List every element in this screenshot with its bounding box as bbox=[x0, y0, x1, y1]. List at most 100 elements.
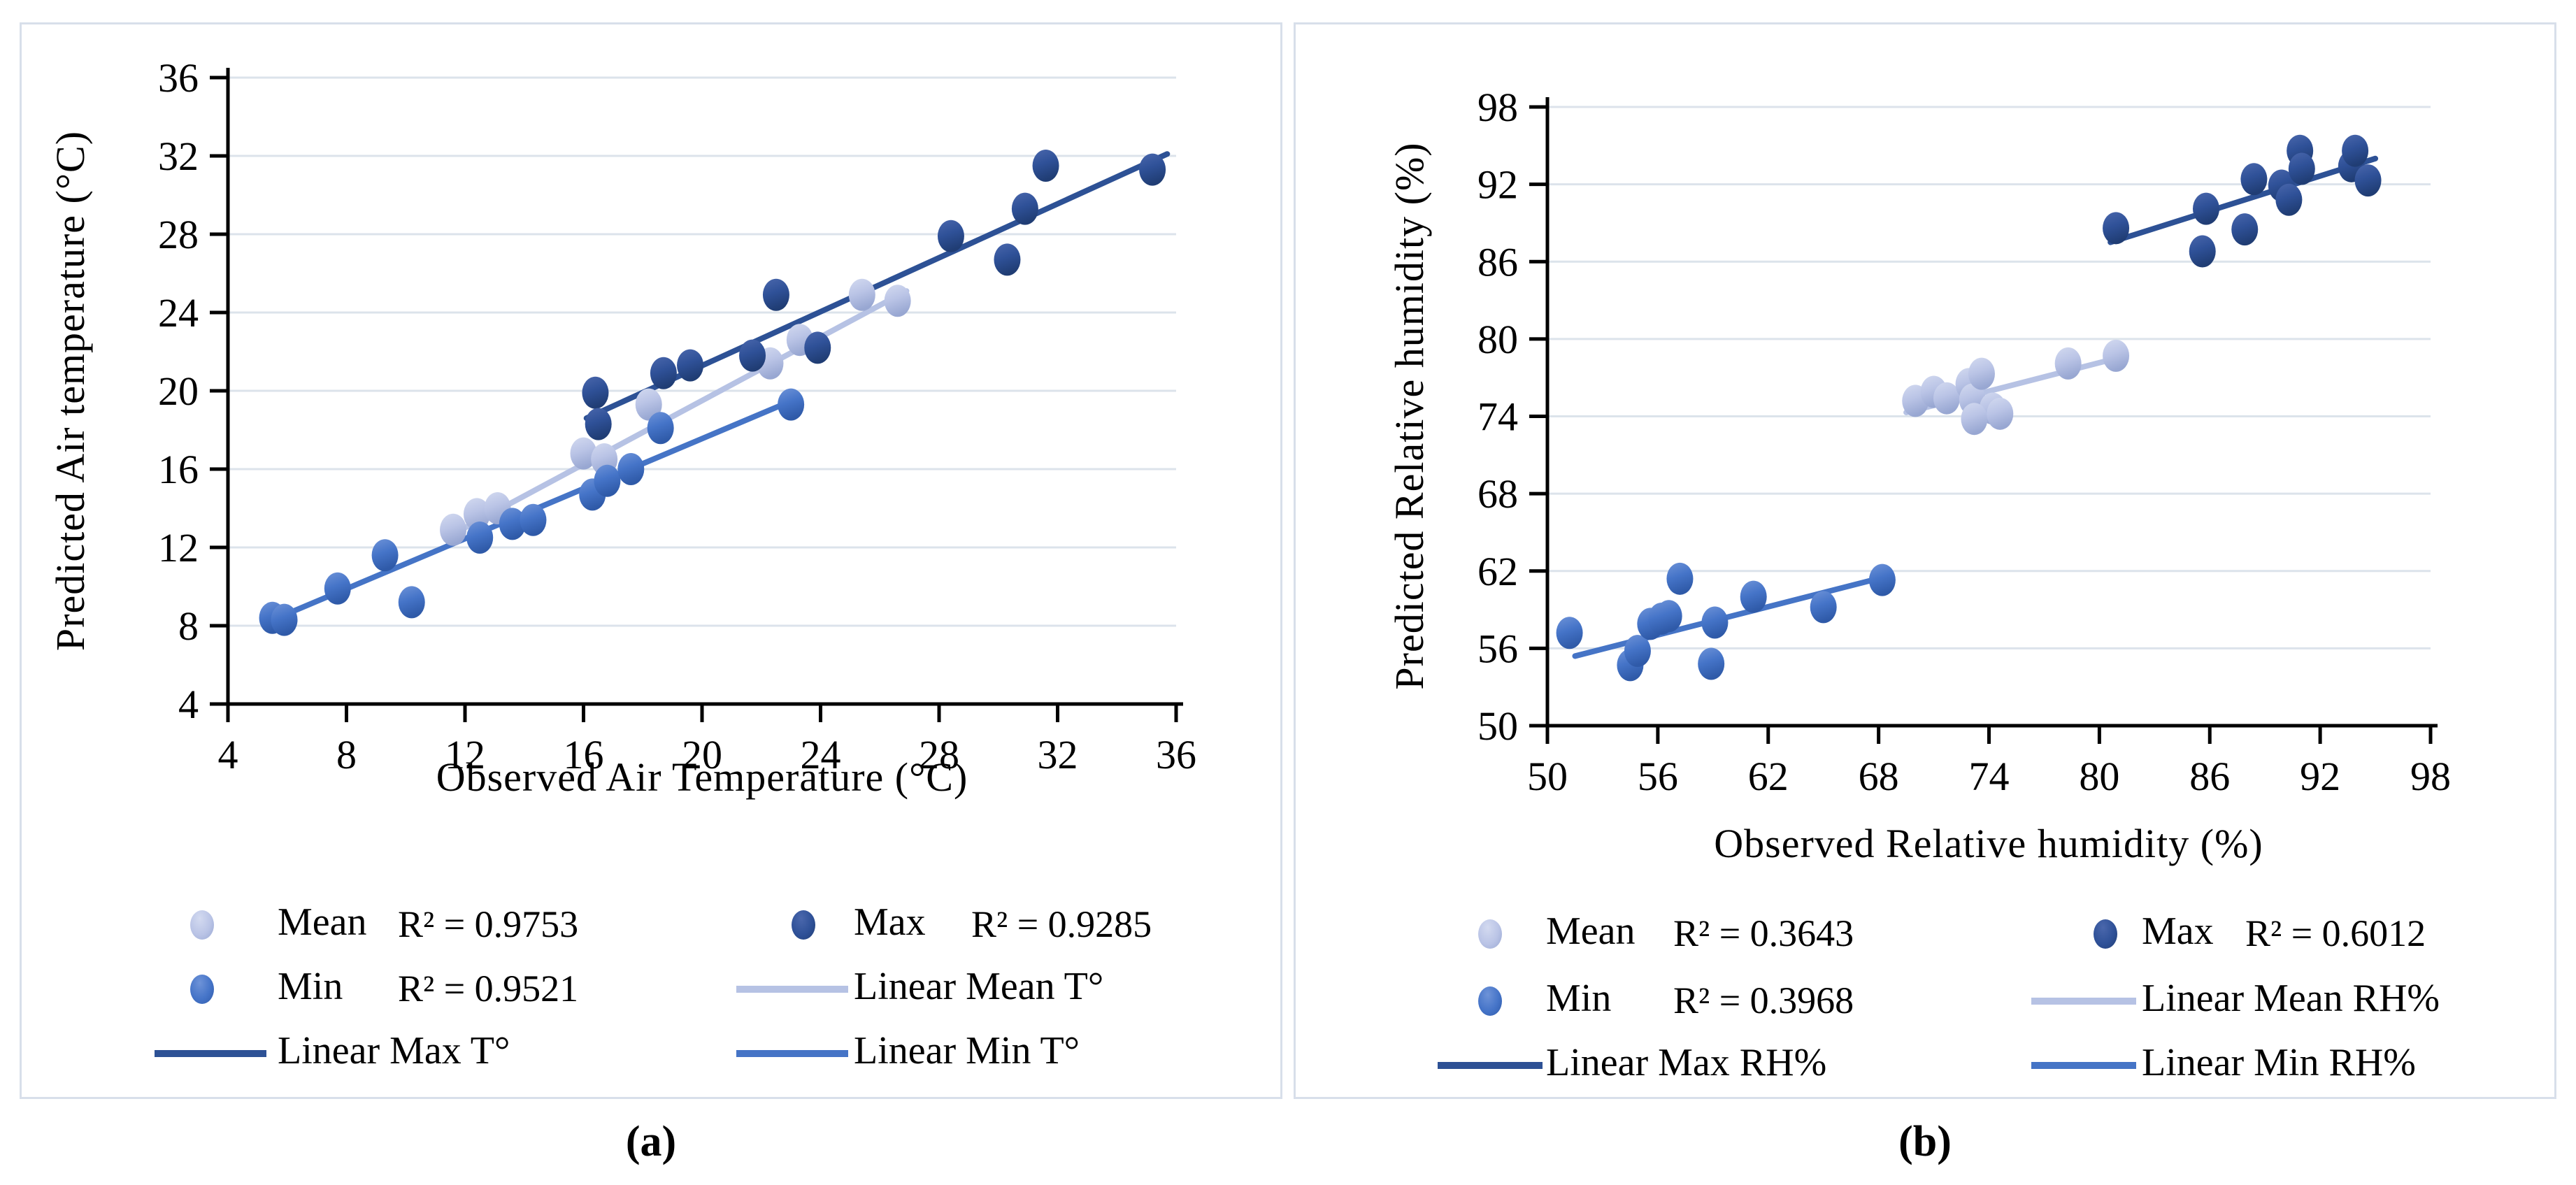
legend-mean-line-swatch bbox=[2031, 998, 2136, 1005]
min-data-point bbox=[1868, 563, 1896, 596]
mean-data-point bbox=[848, 278, 875, 311]
caption-b: (b) bbox=[1898, 1118, 1952, 1165]
legend-label-mean: Mean bbox=[1546, 910, 1636, 953]
y-tick-label: 4 bbox=[178, 682, 199, 727]
chart-a-legend: Mean R² = 0.9753 Max R² = 0.9285 Min R² = 0.9… bbox=[22, 24, 1280, 1097]
legend-label-max: Max bbox=[2142, 910, 2214, 953]
x-tick-label: 62 bbox=[1748, 754, 1789, 799]
r2-label-mean: R² = 0.9753 bbox=[398, 903, 579, 945]
x-tick-label: 32 bbox=[1038, 732, 1078, 777]
chart-b-x-axis-title: Observed Relative humidity (%) bbox=[1714, 821, 2263, 866]
min-data-point bbox=[778, 388, 805, 421]
legend-label-linear-min-rh-: Linear Min RH% bbox=[2142, 1041, 2416, 1084]
min-data-point bbox=[1556, 617, 1583, 649]
x-tick-label: 8 bbox=[336, 732, 357, 777]
y-tick-label: 32 bbox=[158, 134, 199, 179]
panel-a: 4 8 12 16 20 24 28 32 36 4 8 12 16 20 24 28 32 36 Predict… bbox=[20, 22, 1282, 1099]
y-tick-label: 56 bbox=[1477, 626, 1518, 671]
max-data-point bbox=[804, 331, 831, 364]
min-data-point bbox=[324, 572, 351, 605]
x-tick-label: 86 bbox=[2189, 754, 2230, 799]
legend-mean-dot bbox=[1478, 919, 1502, 949]
min-data-point bbox=[1740, 580, 1767, 613]
x-tick-label: 98 bbox=[2410, 754, 2451, 799]
r2-label-max: R² = 0.9285 bbox=[971, 903, 1152, 945]
x-tick-label: 50 bbox=[1527, 754, 1568, 799]
max-data-point bbox=[1011, 192, 1038, 225]
legend-max-line-swatch bbox=[155, 1050, 266, 1057]
mean-data-point bbox=[2103, 339, 2130, 372]
min-data-point bbox=[499, 508, 526, 540]
max-data-point bbox=[994, 243, 1021, 276]
mean-data-point bbox=[1968, 357, 1995, 390]
legend-mean-dot bbox=[190, 910, 214, 940]
mean-data-point bbox=[1961, 403, 1988, 436]
legend-label-min: Min bbox=[278, 965, 343, 1008]
max-data-point bbox=[2189, 235, 2216, 268]
legend-label-linear-max-rh-: Linear Max RH% bbox=[1546, 1041, 1827, 1084]
x-tick-label: 16 bbox=[564, 732, 604, 777]
max-data-point bbox=[1139, 153, 1166, 186]
mean-data-point bbox=[2054, 347, 2082, 380]
min-data-point bbox=[271, 603, 298, 636]
y-tick-label: 28 bbox=[158, 212, 199, 257]
r2-label-min: R² = 0.3968 bbox=[1673, 979, 1854, 1021]
max-data-point bbox=[937, 220, 964, 252]
max-data-point bbox=[1032, 150, 1059, 182]
max-data-point bbox=[739, 339, 766, 372]
x-tick-label: 28 bbox=[919, 732, 959, 777]
min-data-point bbox=[371, 539, 399, 572]
legend-min-line-swatch bbox=[2031, 1062, 2136, 1069]
mean-trendline bbox=[447, 288, 910, 539]
legend-mean-line-swatch bbox=[736, 986, 848, 993]
chart-a-plot: 4 8 12 16 20 24 28 32 36 4 8 12 16 20 24 28 32 36 bbox=[158, 55, 1196, 777]
panel-b: 50 56 62 68 74 80 86 92 98 50 56 62 68 74 80 86 92 98 Pre… bbox=[1294, 22, 2556, 1099]
legend-max-dot bbox=[792, 910, 815, 940]
x-tick-label: 80 bbox=[2079, 754, 2119, 799]
legend-min-dot bbox=[1478, 986, 1502, 1016]
y-tick-label: 74 bbox=[1477, 394, 1518, 440]
r2-label-mean: R² = 0.3643 bbox=[1673, 912, 1854, 954]
legend-min-dot bbox=[190, 975, 214, 1004]
max-data-point bbox=[2192, 192, 2219, 225]
mean-data-point bbox=[440, 513, 467, 546]
min-data-point bbox=[1655, 600, 1682, 633]
x-tick-label: 74 bbox=[1969, 754, 2010, 799]
min-data-point bbox=[1698, 647, 1725, 680]
min-data-point bbox=[594, 464, 621, 497]
max-data-point bbox=[2240, 163, 2268, 196]
min-data-point bbox=[1701, 606, 1729, 639]
y-tick-label: 36 bbox=[158, 55, 199, 101]
y-tick-label: 16 bbox=[158, 447, 199, 492]
legend-max-dot bbox=[2094, 919, 2117, 949]
min-data-point bbox=[1624, 635, 1651, 668]
mean-data-point bbox=[570, 437, 597, 470]
min-data-point bbox=[520, 503, 547, 536]
chart-b-plot: 50 56 62 68 74 80 86 92 98 50 56 62 68 74 80 86 92 98 bbox=[1477, 85, 2451, 799]
max-data-point bbox=[2354, 164, 2382, 197]
max-data-point bbox=[2275, 183, 2303, 216]
min-data-point bbox=[398, 586, 425, 619]
max-data-point bbox=[2103, 212, 2130, 245]
chart-b-legend: Mean R² = 0.3643 Max R² = 0.6012 Min R² = 0.3… bbox=[1296, 24, 2554, 1097]
legend-label-max: Max bbox=[854, 900, 926, 944]
x-tick-label: 4 bbox=[218, 732, 238, 777]
x-tick-label: 56 bbox=[1638, 754, 1678, 799]
r2-label-max: R² = 0.6012 bbox=[2245, 912, 2426, 954]
y-tick-label: 68 bbox=[1477, 471, 1518, 517]
min-data-point bbox=[466, 522, 494, 554]
legend-label-mean: Mean bbox=[278, 900, 367, 944]
mean-data-point bbox=[884, 285, 911, 317]
y-tick-label: 62 bbox=[1477, 549, 1518, 594]
y-tick-label: 12 bbox=[158, 525, 199, 570]
caption-a: (a) bbox=[625, 1118, 677, 1165]
max-data-point bbox=[650, 357, 677, 389]
legend-label-linear-mean-t-: Linear Mean T° bbox=[854, 965, 1104, 1008]
y-tick-label: 24 bbox=[158, 290, 199, 336]
mean-data-point bbox=[1987, 397, 2014, 430]
y-tick-label: 20 bbox=[158, 368, 199, 414]
y-tick-label: 92 bbox=[1477, 162, 1518, 208]
mean-data-point bbox=[1933, 382, 1960, 415]
max-data-point bbox=[2342, 134, 2369, 167]
y-tick-label: 50 bbox=[1477, 703, 1518, 749]
